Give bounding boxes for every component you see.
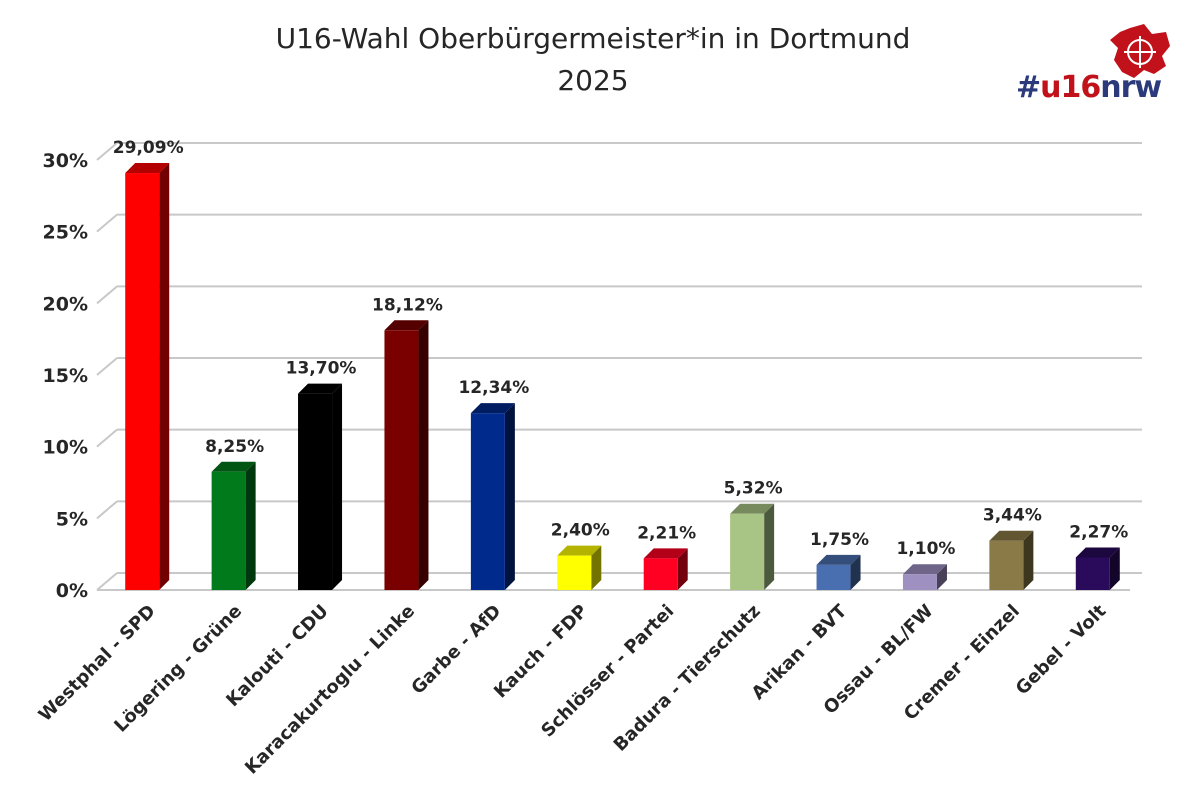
- y-tick-label: 30%: [43, 150, 88, 172]
- bar-side: [677, 548, 688, 590]
- bar: [125, 173, 160, 590]
- chart-title: U16-Wahl Oberbürgermeister*in in Dortmun…: [0, 18, 1186, 102]
- bar: [730, 513, 765, 590]
- data-label: 1,75%: [810, 530, 869, 550]
- x-category-label: Gebel - Volt: [1012, 600, 1111, 699]
- y-tick-label: 20%: [43, 293, 88, 315]
- chart-title-line1: U16-Wahl Oberbürgermeister*in in Dortmun…: [275, 22, 911, 55]
- x-category-label: Badura - Tierschutz: [610, 601, 765, 756]
- bar: [1075, 557, 1110, 590]
- bar-side: [1109, 547, 1120, 590]
- bar-top: [384, 320, 429, 331]
- bar-top: [816, 554, 861, 565]
- data-label: 1,10%: [896, 539, 955, 559]
- bar: [211, 471, 246, 590]
- bar-top: [298, 383, 343, 394]
- x-category-label: Karacakurtoglu - Linke: [241, 601, 419, 779]
- logo-text: #u16nrw: [1016, 70, 1162, 105]
- bar: [298, 393, 333, 590]
- bar-top: [470, 403, 515, 414]
- data-label: 2,27%: [1069, 522, 1128, 542]
- bar-top: [1075, 547, 1120, 558]
- bar: [384, 330, 419, 590]
- bar-side: [764, 503, 775, 590]
- gridline-diagonal: [96, 213, 118, 233]
- bar-top: [643, 548, 688, 559]
- bar: [989, 540, 1024, 590]
- chart-title-line2: 2025: [557, 64, 629, 97]
- bar-side: [591, 545, 602, 590]
- bar: [557, 555, 592, 590]
- bar-side: [850, 554, 861, 590]
- bar-top: [902, 564, 947, 575]
- bar-side: [1023, 530, 1034, 590]
- bar-top: [125, 163, 170, 174]
- data-label: 8,25%: [205, 437, 264, 457]
- data-label: 12,34%: [458, 378, 529, 398]
- data-label: 5,32%: [724, 479, 783, 499]
- y-tick-label: 5%: [56, 508, 88, 530]
- y-tick-label: 25%: [43, 222, 88, 244]
- data-label: 29,09%: [113, 138, 184, 158]
- bar-side: [332, 383, 343, 590]
- gridline-diagonal: [96, 357, 118, 376]
- y-tick-label: 15%: [43, 365, 88, 387]
- bar-side: [504, 403, 515, 590]
- bar: [470, 413, 505, 590]
- bar: [816, 564, 851, 590]
- y-tick-label: 0%: [56, 580, 88, 602]
- x-category-label: Garbe - AfD: [407, 601, 505, 699]
- bar-side: [245, 461, 256, 590]
- gridline-diagonal: [96, 500, 118, 520]
- gridline-diagonal: [96, 572, 118, 591]
- bar: [902, 574, 937, 590]
- nrw-map-icon: [1110, 24, 1170, 78]
- gridline-diagonal: [96, 285, 118, 305]
- u16nrw-logo: #u16nrw: [1010, 18, 1175, 108]
- data-label: 13,70%: [286, 359, 357, 379]
- bar-side: [159, 163, 170, 590]
- bar-top: [211, 461, 256, 472]
- bar: [643, 558, 678, 590]
- bar-top: [730, 503, 775, 514]
- data-label: 18,12%: [372, 295, 443, 315]
- bar-side: [936, 564, 947, 590]
- data-label: 2,21%: [637, 523, 696, 543]
- y-tick-label: 10%: [43, 437, 88, 459]
- gridline-diagonal: [96, 142, 118, 161]
- data-label: 3,44%: [983, 506, 1042, 526]
- bar-top: [557, 545, 602, 556]
- gridline-diagonal: [96, 428, 118, 448]
- data-label: 2,40%: [551, 521, 610, 541]
- bar-top: [989, 530, 1034, 541]
- bar-side: [418, 320, 429, 590]
